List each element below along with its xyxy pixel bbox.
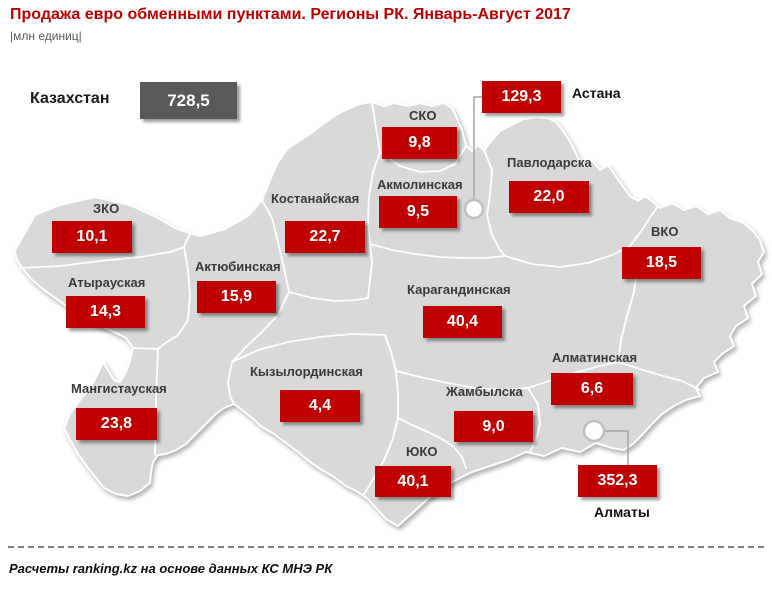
border-kostanay-south xyxy=(288,291,369,302)
footer-divider xyxy=(8,546,764,548)
value-box-almaty: 352,3 xyxy=(578,465,657,497)
border-aktobe-kostanay xyxy=(261,199,290,293)
region-label-sko: СКО xyxy=(409,108,437,123)
value-box-pavlodarska: 22,0 xyxy=(509,181,589,213)
almaty-connector-line xyxy=(604,430,629,465)
value-box-yuko: 40,1 xyxy=(375,466,451,497)
value-box-kostanayskaya: 22,7 xyxy=(285,221,365,253)
border-kyzylorda-north xyxy=(231,333,397,372)
border-akmola-pavlodar xyxy=(483,149,506,257)
value-box-almatinskaya: 6,6 xyxy=(551,373,633,405)
border-karaganda-almaty xyxy=(527,361,619,389)
border-vko-almaty xyxy=(617,361,701,391)
region-label-pavlodarska: Павлодарска xyxy=(507,155,592,170)
region-label-astana: Астана xyxy=(572,85,621,101)
country-total-value-box: 728,5 xyxy=(140,82,237,119)
almaty-city-marker xyxy=(582,419,606,443)
border-zhambyl-karaganda xyxy=(395,370,529,391)
value-box-aktyubinskaya: 15,9 xyxy=(197,281,276,313)
region-label-aktyubinskaya: Актюбинская xyxy=(195,259,281,274)
value-box-akmolinskaya: 9,5 xyxy=(379,196,457,228)
region-label-almatinskaya: Алматинская xyxy=(552,350,638,365)
region-label-yuko: ЮКО xyxy=(406,444,438,459)
value-box-mangistauskaya: 23,8 xyxy=(76,408,157,440)
region-label-atyrauskaya: Атырауская xyxy=(68,275,146,290)
unit-subtitle: |млн единиц| xyxy=(10,29,82,43)
border-kostanay-akmola xyxy=(367,151,381,299)
border-akmola-karaganda xyxy=(369,243,506,259)
value-box-karagandinskaya: 40,4 xyxy=(423,306,502,338)
border-pavlodar-karaganda xyxy=(504,245,631,268)
border-pavlodar-vko xyxy=(629,205,659,247)
region-label-kyzylordinskaya: Кызылординская xyxy=(250,364,363,379)
astana-city-marker xyxy=(463,198,485,220)
value-box-sko: 9,8 xyxy=(382,127,457,159)
country-name-label: Казахстан xyxy=(30,90,110,107)
border-zko-atyrau xyxy=(19,246,185,269)
region-borders xyxy=(19,101,701,495)
value-box-kyzylordinskaya: 4,4 xyxy=(280,390,360,422)
border-aktobe-kyzylorda xyxy=(231,291,290,363)
border-kostanay-sko xyxy=(371,101,381,153)
value-box-vko: 18,5 xyxy=(622,247,701,279)
region-label-zhambylska: Жамбылска xyxy=(446,384,523,399)
region-label-kostanayskaya: Костанайская xyxy=(271,191,360,206)
border-zko-aktobe-atyrau xyxy=(157,233,191,350)
border-sko-akmola xyxy=(379,145,467,173)
region-label-karagandinskaya: Карагандинская xyxy=(407,282,511,297)
page-title: Продажа евро обменными пунктами. Регионы… xyxy=(10,6,571,23)
region-label-zko: ЗКО xyxy=(93,201,120,216)
value-box-zhambylska: 9,0 xyxy=(454,411,533,442)
astana-connector-line xyxy=(473,96,482,200)
region-label-vko: ВКО xyxy=(651,224,679,239)
border-kyzylorda-west xyxy=(227,361,235,405)
border-zhambyl-almaty xyxy=(527,387,541,453)
value-box-atyrauskaya: 14,3 xyxy=(66,296,145,328)
region-label-almaty: Алматы xyxy=(594,504,650,520)
region-label-akmolinskaya: Акмолинская xyxy=(377,177,463,192)
border-yuko-zhambyl xyxy=(397,417,467,469)
value-box-zko: 10,1 xyxy=(52,221,132,253)
region-label-mangistauskaya: Мангистауская xyxy=(71,381,167,396)
source-note: Расчеты ranking.kz на основе данных КС М… xyxy=(9,561,333,576)
value-box-astana: 129,3 xyxy=(482,81,561,113)
